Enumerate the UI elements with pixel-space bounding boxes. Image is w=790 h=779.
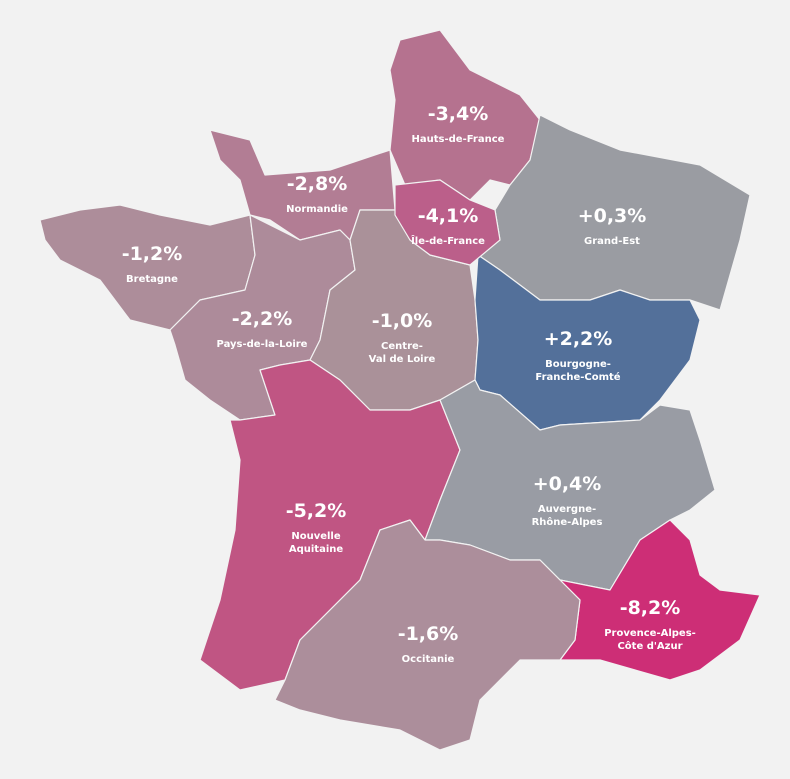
region-name: Bretagne <box>126 274 178 285</box>
region-name: Rhône-Alpes <box>532 516 603 528</box>
region-value: -1,6% <box>398 623 459 645</box>
region-value: -3,4% <box>428 103 489 125</box>
region-name: Provence-Alpes- <box>604 628 696 639</box>
region-value: -2,8% <box>287 173 348 195</box>
region-name: Hauts-de-France <box>412 134 505 145</box>
region-value: +0,4% <box>533 473 602 495</box>
region-value: -4,1% <box>418 205 479 227</box>
region-shape <box>389 29 541 201</box>
region-shape <box>394 179 501 266</box>
region-name: Côte d'Azur <box>617 640 682 652</box>
region-name: Franche-Comté <box>535 371 620 383</box>
region-name: Nouvelle <box>291 531 341 542</box>
region-value: +2,2% <box>544 328 613 350</box>
region-name: Occitanie <box>402 654 455 665</box>
region-name: Centre- <box>381 341 423 352</box>
region-value: -8,2% <box>620 597 681 619</box>
region-value: -2,2% <box>232 308 293 330</box>
region-name: Normandie <box>286 204 348 215</box>
region-value: +0,3% <box>578 205 647 227</box>
region-name: Île-de-France <box>411 234 485 247</box>
region-name: Val de Loire <box>369 354 436 365</box>
region-value: -1,0% <box>372 310 433 332</box>
region-name: Auvergne- <box>538 504 596 515</box>
region-value: -5,2% <box>286 500 347 522</box>
region-value: -1,2% <box>122 243 183 265</box>
region-name: Bourgogne- <box>545 359 611 370</box>
region-name: Grand-Est <box>584 236 640 247</box>
region-name: Aquitaine <box>289 544 344 555</box>
region-shape <box>274 519 581 751</box>
region-name: Pays-de-la-Loire <box>217 339 308 350</box>
